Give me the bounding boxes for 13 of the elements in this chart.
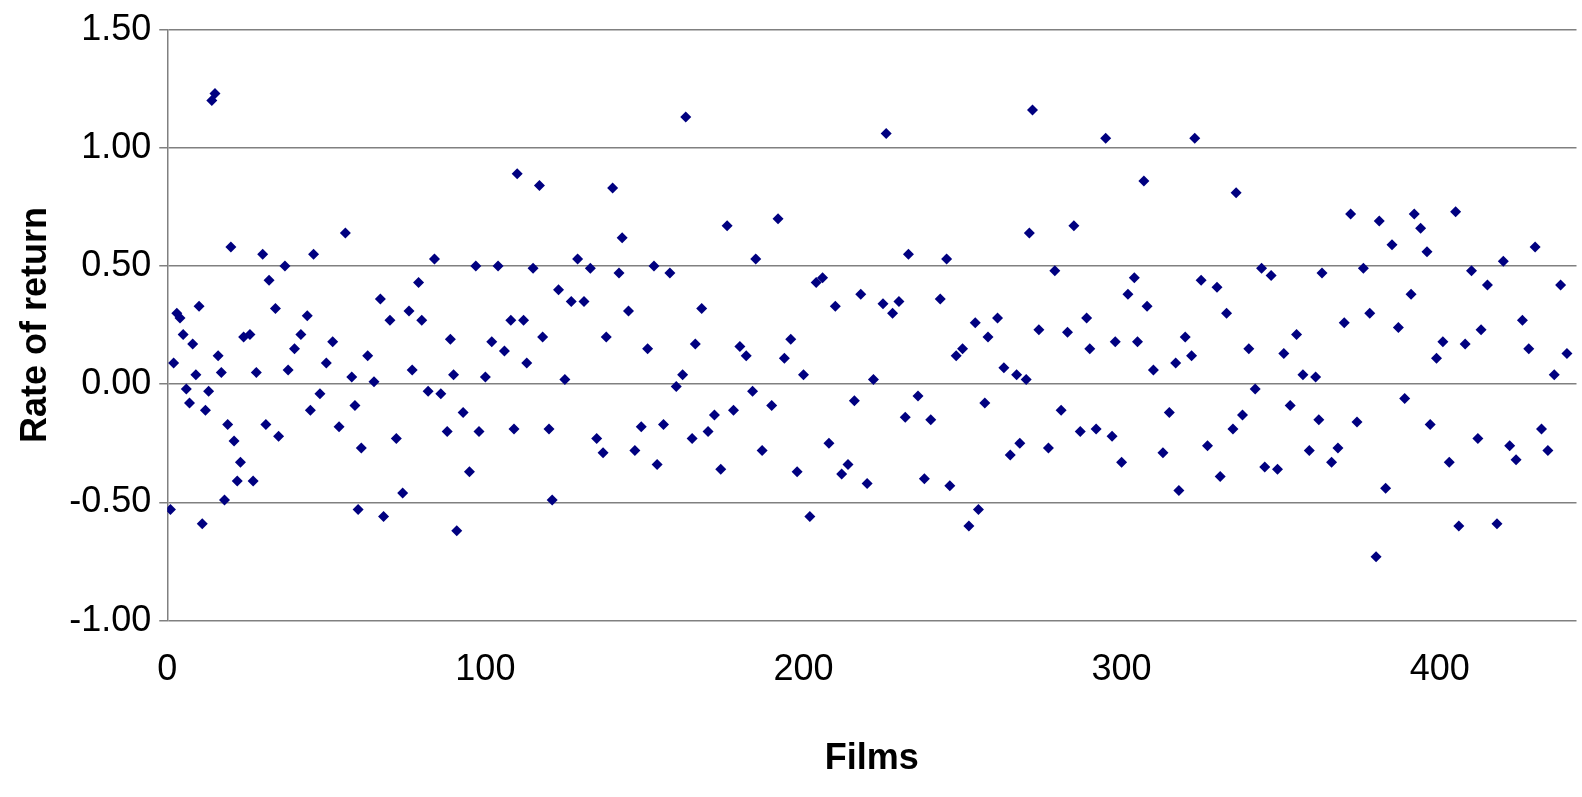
x-tick-label: 200 [773, 647, 834, 689]
x-tick-label: 400 [1409, 647, 1470, 689]
y-tick-label: -1.00 [69, 597, 152, 639]
x-axis-title: Films [824, 736, 919, 778]
x-tick-label: 300 [1091, 647, 1152, 689]
y-axis-title: Rate of return [12, 207, 54, 444]
y-tick-label: 1.00 [81, 124, 152, 166]
y-tick-label: 0.50 [81, 242, 152, 284]
x-tick-label: 0 [157, 647, 178, 689]
y-tick-label: 1.50 [81, 6, 152, 48]
y-tick-label: -0.50 [69, 479, 152, 521]
x-tick-label: 100 [455, 647, 516, 689]
y-tick-label: 0.00 [81, 361, 152, 403]
